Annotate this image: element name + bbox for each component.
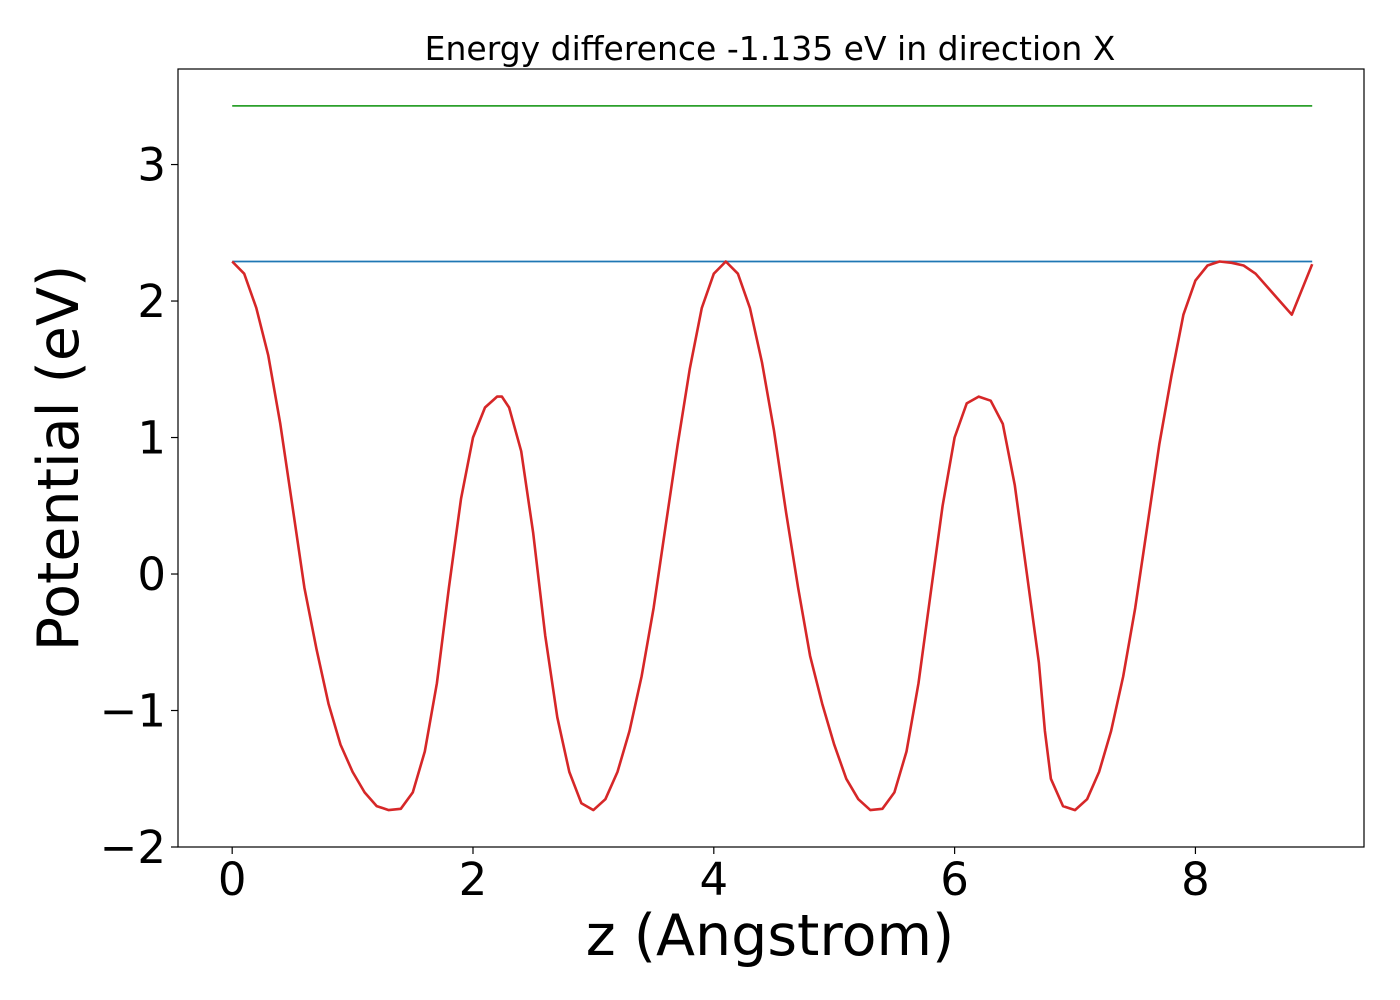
- x-tick-label: 2: [459, 853, 488, 906]
- y-tick-label: −2: [100, 821, 166, 874]
- x-tick-label: 6: [940, 853, 969, 906]
- x-axis-ticks: 0 2 4 6 8: [218, 847, 1210, 906]
- y-tick-label: −1: [100, 685, 166, 738]
- y-tick-label: 1: [137, 412, 166, 465]
- plot-frame: [177, 68, 1365, 848]
- y-tick-label: 3: [137, 139, 166, 192]
- x-tick-label: 4: [699, 853, 728, 906]
- y-axis-ticks: −2 −1 0 1 2 3: [100, 139, 178, 874]
- series-layer: [231, 105, 1314, 812]
- x-tick-label: 8: [1181, 853, 1210, 906]
- y-axis-label: Potential (eV): [26, 265, 92, 651]
- series-line-2: [231, 260, 1314, 812]
- y-tick-label: 2: [137, 275, 166, 328]
- x-axis-label: z (Angstrom): [586, 903, 954, 969]
- chart-title: Energy difference -1.135 eV in direction…: [425, 29, 1116, 68]
- y-tick-label: 0: [137, 548, 166, 601]
- x-tick-label: 0: [218, 853, 247, 906]
